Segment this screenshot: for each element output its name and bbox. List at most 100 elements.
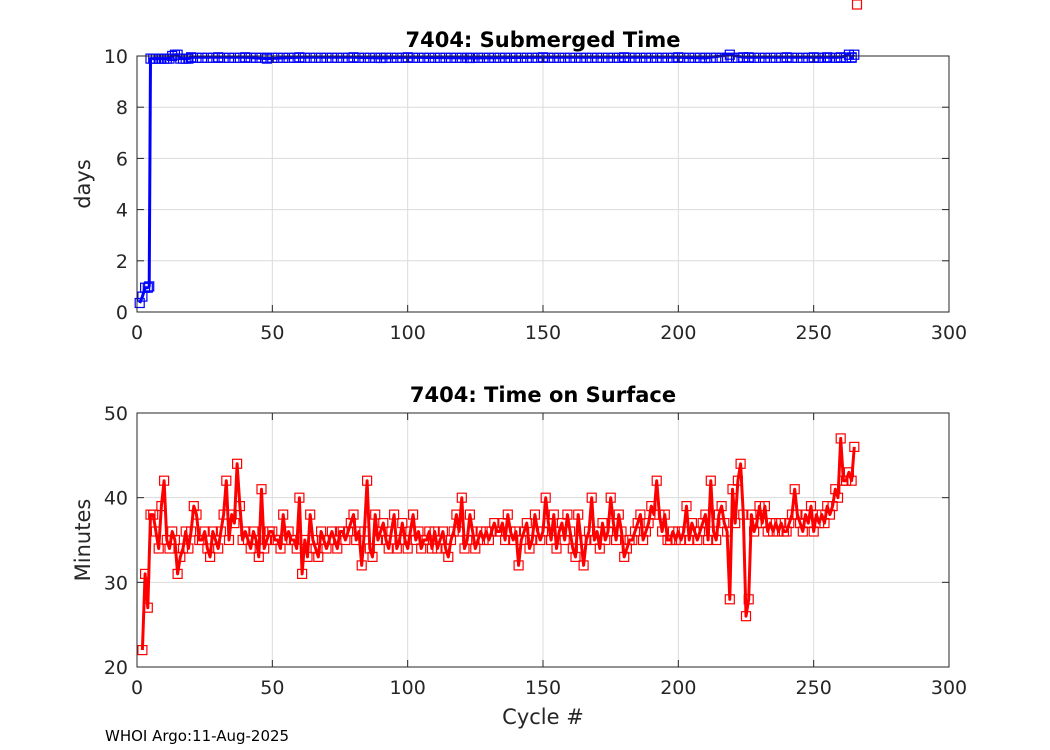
surface-data-point — [684, 534, 695, 546]
surface-data-point — [156, 501, 167, 512]
submerged-data-point — [207, 52, 218, 63]
surface-data-point — [186, 526, 197, 537]
surface-data-point — [370, 509, 381, 520]
surface-data-point — [172, 568, 183, 580]
submerged-ticks: 0 50 100 150 200 250 300 0 2 4 6 8 10 — [104, 46, 967, 344]
submerged-data-point — [830, 52, 841, 63]
submerged-data-point — [694, 52, 706, 63]
submerged-data-point — [364, 52, 375, 63]
surface-data-point — [846, 475, 857, 486]
surface-data-point — [215, 526, 226, 537]
surface-ytick-label: 40 — [104, 488, 128, 510]
submerged-ylabel: days — [71, 159, 95, 209]
submerged-data-point — [824, 52, 836, 63]
submerged-xtick-label: 50 — [260, 322, 284, 344]
submerged-data-point — [792, 52, 803, 63]
surface-data-point — [223, 534, 235, 546]
submerged-data-point — [727, 52, 738, 63]
surface-data-point — [545, 534, 557, 546]
submerged-series — [134, 49, 860, 309]
surface-xtick-label: 0 — [131, 677, 143, 699]
surface-data-point — [556, 517, 568, 529]
submerged-time-axes: 0 50 100 150 200 250 300 0 2 4 6 8 10 7404: Submerge… — [71, 28, 967, 344]
submerged-data-point — [483, 52, 494, 63]
submerged-data-point — [240, 52, 251, 63]
submerged-data-point — [191, 52, 202, 63]
surface-data-point — [529, 509, 541, 520]
submerged-data-point — [494, 52, 505, 63]
submerged-data-point — [424, 52, 435, 63]
submerged-data-point — [819, 52, 830, 63]
surface-data-point — [808, 526, 819, 537]
surface-data-point — [602, 526, 614, 537]
submerged-data-point — [299, 52, 310, 63]
surface-data-point — [819, 517, 830, 529]
surface-data-point — [659, 509, 670, 520]
surface-data-point — [513, 560, 524, 571]
submerged-data-point — [359, 52, 370, 63]
submerged-data-point — [721, 52, 733, 63]
submerged-data-point — [770, 52, 781, 63]
surface-data-point — [153, 543, 164, 554]
surface-data-point — [740, 611, 752, 622]
submerged-data-point — [564, 52, 576, 63]
submerged-data-point — [326, 52, 337, 63]
surface-data-point — [730, 517, 741, 529]
submerged-data-point — [134, 297, 145, 309]
surface-data-point — [437, 526, 448, 537]
submerged-data-point — [532, 52, 543, 63]
surface-data-point — [348, 509, 359, 520]
submerged-data-point — [846, 52, 857, 63]
surface-xtick-label: 100 — [390, 677, 426, 699]
surface-data-point — [835, 433, 846, 444]
surface-data-point — [613, 509, 624, 520]
submerged-data-point — [646, 52, 657, 63]
submerged-data-point — [548, 52, 559, 63]
surface-data-point — [537, 526, 549, 537]
surface-data-point — [610, 534, 622, 546]
submerged-data-point — [218, 52, 229, 63]
surface-data-point — [353, 526, 364, 537]
submerged-data-point — [510, 52, 521, 63]
surface-ytick-label: 50 — [104, 403, 128, 425]
surface-data-point — [462, 534, 473, 546]
surface-data-point — [397, 517, 408, 529]
submerged-ytick-label: 0 — [116, 302, 128, 324]
surface-data-point — [245, 543, 256, 554]
submerged-ytick-label: 4 — [116, 200, 128, 222]
submerged-data-point — [575, 52, 587, 63]
submerged-data-point — [202, 52, 213, 63]
surface-data-point — [299, 534, 310, 546]
surface-data-point — [169, 534, 180, 546]
surface-data-point — [302, 551, 313, 563]
submerged-data-point — [619, 52, 630, 63]
submerged-data-point — [716, 52, 727, 63]
submerged-data-point — [321, 52, 332, 63]
submerged-data-point — [803, 52, 814, 63]
submerged-data-point — [348, 52, 359, 63]
surface-data-point — [543, 517, 554, 529]
surface-data-point — [497, 517, 508, 529]
submerged-data-point — [554, 52, 565, 63]
submerged-data-point — [278, 52, 289, 63]
submerged-data-point — [732, 52, 744, 63]
submerged-data-point — [489, 52, 500, 63]
submerged-series-line — [138, 53, 856, 304]
surface-data-point — [218, 509, 229, 520]
submerged-data-point — [624, 52, 635, 63]
surface-data-point — [413, 526, 424, 537]
surface-data-point — [746, 509, 757, 520]
surface-data-point — [159, 475, 170, 486]
submerged-data-point — [849, 49, 860, 60]
submerged-data-point — [142, 282, 153, 293]
submerged-title: 7404: Submerged Time — [405, 28, 680, 52]
submerged-data-point — [527, 52, 538, 63]
surface-data-point — [199, 526, 210, 537]
surface-data-point — [643, 517, 654, 529]
surface-data-point — [454, 526, 465, 537]
submerged-data-point — [353, 52, 364, 63]
submerged-data-point — [516, 52, 527, 63]
surface-data-point — [803, 517, 814, 529]
surface-data-point — [656, 526, 668, 537]
